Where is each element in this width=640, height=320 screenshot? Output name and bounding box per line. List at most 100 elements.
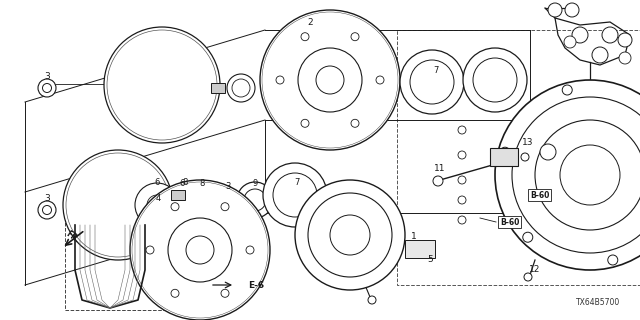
Circle shape: [270, 20, 390, 140]
Circle shape: [146, 246, 154, 254]
Bar: [65, 220, 215, 310]
Circle shape: [244, 189, 266, 211]
Circle shape: [138, 188, 262, 313]
Circle shape: [148, 198, 252, 302]
Text: B-60: B-60: [500, 218, 520, 227]
Circle shape: [295, 180, 405, 290]
Text: 12: 12: [529, 266, 541, 275]
Bar: [211, 83, 225, 93]
Text: 3: 3: [44, 71, 50, 81]
Circle shape: [298, 48, 362, 112]
Circle shape: [458, 151, 466, 159]
Circle shape: [433, 176, 443, 186]
Circle shape: [276, 76, 284, 84]
Circle shape: [502, 150, 512, 160]
Circle shape: [147, 195, 167, 215]
Text: FR.: FR.: [63, 229, 81, 245]
Circle shape: [154, 204, 246, 296]
Circle shape: [540, 144, 556, 160]
Circle shape: [308, 193, 392, 277]
Text: 1: 1: [411, 231, 417, 241]
Circle shape: [284, 34, 376, 126]
Text: 3: 3: [44, 194, 50, 203]
Circle shape: [562, 85, 572, 95]
Circle shape: [276, 26, 385, 134]
Circle shape: [135, 185, 265, 315]
Circle shape: [463, 48, 527, 112]
Circle shape: [142, 65, 182, 105]
Circle shape: [268, 18, 392, 142]
Circle shape: [458, 196, 466, 204]
Circle shape: [400, 50, 464, 114]
Text: TX64B5700: TX64B5700: [576, 298, 620, 307]
Circle shape: [273, 173, 317, 217]
Circle shape: [223, 194, 232, 203]
Circle shape: [301, 119, 309, 127]
Circle shape: [523, 232, 532, 242]
Circle shape: [90, 177, 100, 188]
Circle shape: [618, 33, 632, 47]
Circle shape: [500, 147, 510, 157]
Text: E-6: E-6: [248, 281, 264, 290]
Circle shape: [421, 244, 429, 252]
Text: B-60: B-60: [530, 190, 549, 199]
Circle shape: [110, 197, 126, 213]
Circle shape: [548, 3, 562, 17]
Circle shape: [219, 189, 237, 207]
Text: 6: 6: [179, 179, 185, 188]
Circle shape: [66, 153, 170, 257]
Circle shape: [186, 186, 214, 214]
Text: 3: 3: [225, 181, 230, 190]
Circle shape: [38, 201, 56, 219]
Circle shape: [140, 190, 260, 310]
Text: 6: 6: [154, 178, 160, 187]
Circle shape: [292, 42, 368, 118]
Circle shape: [151, 201, 249, 299]
Circle shape: [181, 104, 191, 114]
Text: 8: 8: [182, 178, 188, 187]
Circle shape: [273, 23, 387, 137]
Circle shape: [171, 203, 179, 211]
Circle shape: [157, 206, 243, 293]
Circle shape: [492, 150, 502, 160]
Circle shape: [227, 74, 255, 102]
Circle shape: [63, 150, 173, 260]
Circle shape: [136, 177, 146, 188]
Circle shape: [191, 191, 209, 209]
Bar: [490, 148, 518, 166]
Circle shape: [260, 10, 400, 150]
Text: 8: 8: [199, 179, 205, 188]
Text: 9: 9: [252, 179, 258, 188]
Circle shape: [495, 80, 640, 270]
Circle shape: [38, 79, 56, 97]
Circle shape: [232, 79, 250, 97]
Circle shape: [458, 126, 466, 134]
Circle shape: [524, 273, 532, 281]
Circle shape: [159, 209, 241, 291]
Circle shape: [104, 27, 220, 143]
Circle shape: [301, 33, 309, 41]
Circle shape: [135, 183, 179, 227]
Circle shape: [560, 145, 620, 205]
Circle shape: [410, 60, 454, 104]
Text: 5: 5: [427, 255, 433, 265]
Circle shape: [278, 28, 381, 132]
Circle shape: [73, 160, 163, 250]
Circle shape: [132, 182, 268, 318]
Circle shape: [408, 244, 416, 252]
Circle shape: [171, 289, 179, 297]
Circle shape: [572, 27, 588, 43]
Text: 7: 7: [294, 178, 300, 187]
Circle shape: [287, 36, 374, 124]
Circle shape: [154, 77, 170, 93]
Circle shape: [376, 76, 384, 84]
Text: 13: 13: [522, 138, 534, 147]
Circle shape: [565, 3, 579, 17]
Bar: [171, 190, 185, 200]
Circle shape: [136, 223, 146, 233]
Bar: [397, 30, 640, 285]
Circle shape: [262, 12, 398, 148]
Circle shape: [368, 296, 376, 304]
Circle shape: [133, 104, 143, 114]
Circle shape: [281, 31, 379, 129]
